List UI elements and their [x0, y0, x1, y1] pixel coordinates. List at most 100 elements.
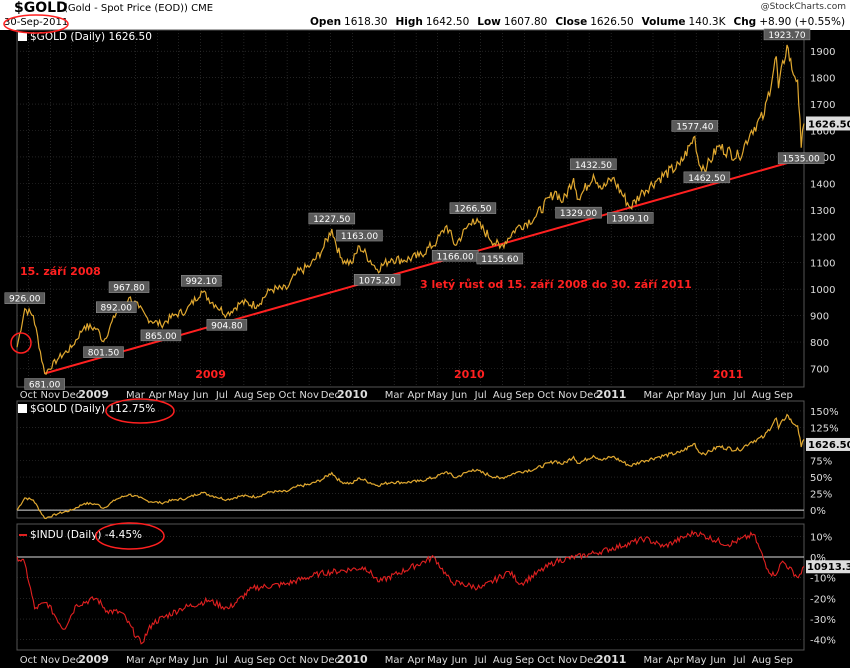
x-tick-label: Sep: [774, 655, 793, 666]
x-tick-label: May: [686, 655, 707, 666]
legend-label: $INDU (Daily) -4.45%: [30, 529, 142, 541]
year-label: 2010: [454, 368, 485, 381]
highlight-circle-start: [10, 332, 32, 354]
y-tick-label: 0%: [810, 553, 826, 564]
value-label-box: [449, 202, 497, 214]
x-tick-label: Sep: [515, 655, 534, 666]
value-label: 1166.00: [437, 252, 474, 262]
x-tick-label: Sep: [256, 655, 275, 666]
value-label: 801.50: [88, 349, 120, 359]
x-tick-label: Dec: [62, 390, 81, 401]
x-tick-label: Nov: [299, 655, 319, 666]
last-price-box: [806, 116, 850, 131]
x-tick-label: Dec: [579, 655, 598, 666]
value-label-box: [308, 212, 356, 225]
x-tick-label: Apr: [149, 390, 167, 401]
ohlc-open: Open 1618.30: [310, 16, 388, 28]
value-label-box: [607, 212, 654, 224]
x-tick-label: Apr: [666, 655, 684, 666]
x-tick-label: Nov: [41, 390, 61, 401]
value-label-box: [108, 281, 150, 293]
x-tick-label: May: [427, 655, 448, 666]
gold-price-line: [16, 44, 805, 376]
legend-label: $GOLD (Daily) 112.75%: [30, 403, 155, 415]
x-tick-label: 2011: [596, 653, 627, 666]
x-tick-label: Oct: [278, 390, 295, 401]
value-label-box: [206, 319, 248, 331]
x-tick-label: Apr: [666, 390, 684, 401]
x-tick-label: Jul: [732, 655, 745, 666]
value-label: 1155.60: [481, 255, 518, 265]
x-tick-label: Apr: [408, 655, 426, 666]
value-label: 892.00: [101, 304, 133, 314]
ohlc-low: Low 1607.80: [477, 16, 548, 28]
x-tick-label: Mar: [385, 390, 405, 401]
value-label: 1462.50: [688, 174, 725, 184]
value-label-box: [353, 274, 401, 286]
x-tick-label: Aug: [752, 655, 772, 666]
y-tick-label: 1100: [810, 259, 835, 270]
ohlc-readout: Open 1618.30 High 1642.50 Low 1607.80 Close 162…: [310, 16, 850, 28]
y-tick-label: -20%: [810, 594, 836, 605]
x-tick-label: May: [168, 390, 189, 401]
y-tick-label: 1300: [810, 206, 835, 217]
value-label: 1535.00: [783, 155, 820, 165]
x-tick-label: Jul: [215, 655, 228, 666]
y-tick-label: 1200: [810, 232, 835, 243]
chart-date: 30-Sep-2011: [4, 17, 69, 28]
value-label-box: [763, 28, 811, 41]
x-tick-label: Sep: [256, 390, 275, 401]
panel-frame-3: [16, 523, 805, 651]
x-tick-label: Sep: [515, 390, 534, 401]
last-price-label: 10913.38: [807, 562, 850, 573]
value-label-box: [570, 158, 617, 171]
x-tick-label: Mar: [385, 655, 405, 666]
y-tick-label: 1000: [810, 285, 835, 296]
x-tick-label: 2011: [596, 388, 627, 401]
last-price-label: 1626.50: [808, 119, 850, 130]
x-tick-label: Aug: [493, 655, 513, 666]
value-label-box: [83, 346, 124, 358]
x-tick-label: Dec: [321, 390, 340, 401]
x-tick-label: Jul: [474, 390, 487, 401]
x-tick-label: May: [168, 655, 189, 666]
y-tick-label: 25%: [810, 490, 832, 501]
x-tick-label: Aug: [493, 390, 513, 401]
value-label: 1163.00: [341, 232, 378, 242]
value-label-box: [476, 252, 524, 265]
highlight-circle-gold-pct: [105, 398, 175, 424]
value-label: 865.00: [145, 332, 177, 342]
x-tick-label: Sep: [774, 390, 793, 401]
gold-price-panel: 7008009001000110012001300140015001600170…: [4, 28, 850, 391]
x-tick-label: Jul: [215, 390, 228, 401]
last-price-box: [806, 437, 850, 451]
year-label: 2009: [195, 368, 226, 381]
chart-header: $GOLD (Gold - Spot Price (EOD)) CME 30-S…: [0, 0, 850, 30]
y-tick-label: -30%: [810, 615, 836, 626]
value-label-box: [140, 329, 182, 342]
y-tick-label: 1700: [810, 100, 835, 111]
x-tick-label: Nov: [558, 655, 578, 666]
y-tick-label: 1900: [810, 47, 835, 58]
x-tick-label: Jun: [709, 655, 726, 666]
x-tick-label: 2010: [337, 388, 368, 401]
panel-frame-2: [16, 400, 805, 519]
value-label-box: [181, 274, 222, 287]
x-tick-label: Dec: [321, 655, 340, 666]
ohlc-volume: Volume 140.3K: [641, 16, 726, 28]
annotation-start-date: 15. září 2008: [20, 265, 101, 278]
x-tick-label: Apr: [408, 390, 426, 401]
y-tick-label: -40%: [810, 636, 836, 647]
ohlc-chg: Chg +8.90 (+0.55%): [733, 16, 846, 28]
y-tick-label: 1600: [810, 126, 835, 137]
value-label: 1266.50: [454, 205, 491, 215]
gold-percent-line: [16, 413, 805, 520]
x-tick-label: Mar: [126, 655, 146, 666]
x-tick-label: Jul: [732, 390, 745, 401]
value-label-box: [96, 301, 137, 313]
legend-swatch: [18, 32, 27, 41]
x-tick-label: Nov: [558, 390, 578, 401]
